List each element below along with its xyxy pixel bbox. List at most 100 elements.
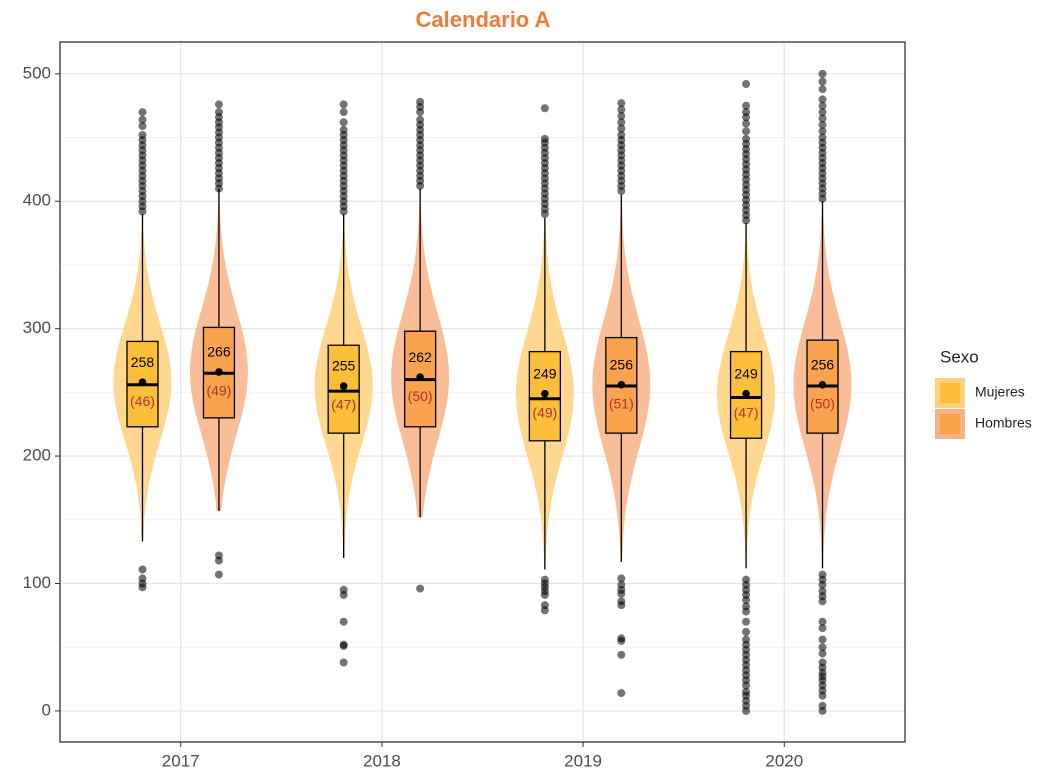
outlier bbox=[339, 617, 348, 626]
outlier bbox=[818, 77, 827, 86]
x-tick-label: 2017 bbox=[162, 751, 200, 770]
outlier bbox=[742, 596, 751, 605]
legend-label: Mujeres bbox=[975, 384, 1025, 400]
legend-title: Sexo bbox=[940, 347, 979, 366]
mean-point bbox=[541, 389, 549, 398]
outlier bbox=[540, 104, 549, 113]
outlier bbox=[742, 706, 751, 715]
mean-label: 256 bbox=[610, 356, 634, 372]
outlier bbox=[818, 580, 827, 589]
outlier bbox=[214, 570, 223, 579]
legend-label: Hombres bbox=[975, 415, 1032, 431]
y-tick-label: 300 bbox=[23, 318, 51, 337]
outlier bbox=[818, 643, 827, 652]
outlier bbox=[818, 133, 827, 142]
outlier bbox=[818, 691, 827, 700]
outlier bbox=[339, 658, 348, 667]
outlier bbox=[617, 601, 626, 610]
outlier bbox=[214, 108, 223, 117]
mean-point bbox=[742, 389, 750, 398]
outlier bbox=[818, 635, 827, 644]
mean-point bbox=[416, 373, 424, 381]
mean-label: 258 bbox=[131, 354, 155, 370]
outlier bbox=[138, 115, 147, 124]
outlier bbox=[416, 584, 425, 593]
outlier bbox=[742, 108, 751, 117]
sd-label: (46) bbox=[130, 393, 155, 409]
mean-label: 262 bbox=[408, 349, 432, 365]
mean-label: 266 bbox=[207, 344, 231, 360]
outlier bbox=[742, 80, 751, 89]
outlier bbox=[416, 115, 425, 124]
outlier bbox=[617, 689, 626, 698]
x-tick-label: 2020 bbox=[765, 751, 803, 770]
outlier bbox=[818, 85, 827, 94]
outlier bbox=[617, 589, 626, 598]
outlier bbox=[416, 97, 425, 106]
outlier bbox=[818, 127, 827, 136]
mean-point bbox=[215, 368, 223, 376]
x-tick-label: 2018 bbox=[363, 751, 401, 770]
outlier bbox=[742, 617, 751, 626]
outlier bbox=[617, 105, 626, 114]
outlier bbox=[742, 627, 751, 636]
sd-label: (47) bbox=[734, 404, 759, 420]
outlier bbox=[742, 119, 751, 128]
mean-label: 256 bbox=[811, 356, 835, 372]
outlier bbox=[617, 99, 626, 108]
outlier bbox=[339, 100, 348, 109]
outlier bbox=[818, 624, 827, 633]
outlier bbox=[138, 122, 147, 131]
outlier bbox=[214, 556, 223, 565]
y-tick-label: 400 bbox=[23, 191, 51, 210]
x-tick-label: 2019 bbox=[564, 751, 602, 770]
y-tick-label: 500 bbox=[23, 63, 51, 82]
legend-key bbox=[940, 383, 960, 403]
outlier bbox=[339, 125, 348, 134]
mean-point bbox=[339, 382, 348, 390]
y-tick-label: 100 bbox=[23, 573, 51, 592]
outlier bbox=[617, 111, 626, 120]
sd-label: (51) bbox=[609, 395, 634, 411]
outlier bbox=[742, 101, 751, 110]
outlier bbox=[818, 597, 827, 606]
mean-label: 249 bbox=[533, 365, 557, 381]
outlier bbox=[214, 100, 223, 109]
outlier bbox=[617, 118, 626, 127]
outlier bbox=[617, 650, 626, 659]
outlier bbox=[818, 617, 827, 626]
outlier bbox=[742, 681, 751, 690]
y-tick-label: 0 bbox=[42, 700, 51, 719]
outlier bbox=[540, 590, 549, 599]
outlier bbox=[617, 131, 626, 140]
sd-label: (50) bbox=[810, 395, 835, 411]
sd-label: (49) bbox=[206, 383, 231, 399]
outlier bbox=[617, 636, 626, 645]
mean-label: 249 bbox=[734, 365, 758, 381]
outlier bbox=[818, 120, 827, 129]
sd-label: (47) bbox=[331, 397, 356, 413]
outlier bbox=[818, 108, 827, 117]
outlier bbox=[818, 649, 827, 658]
outlier bbox=[138, 108, 147, 117]
outlier bbox=[818, 114, 827, 123]
chart-title: Calendario A bbox=[416, 7, 551, 32]
sd-label: (50) bbox=[408, 388, 433, 404]
outlier bbox=[742, 134, 751, 143]
outlier bbox=[540, 134, 549, 143]
mean-point bbox=[138, 378, 147, 386]
sd-label: (49) bbox=[532, 404, 557, 420]
outlier bbox=[617, 124, 626, 133]
outlier bbox=[818, 69, 827, 78]
outlier bbox=[339, 590, 348, 599]
y-tick-label: 200 bbox=[23, 446, 51, 465]
outlier bbox=[138, 583, 147, 592]
outlier bbox=[818, 706, 827, 715]
mean-point bbox=[617, 380, 626, 389]
outlier bbox=[818, 101, 827, 110]
outlier bbox=[339, 108, 348, 117]
mean-label: 255 bbox=[332, 358, 356, 374]
legend-key bbox=[940, 414, 960, 434]
outlier bbox=[339, 118, 348, 127]
